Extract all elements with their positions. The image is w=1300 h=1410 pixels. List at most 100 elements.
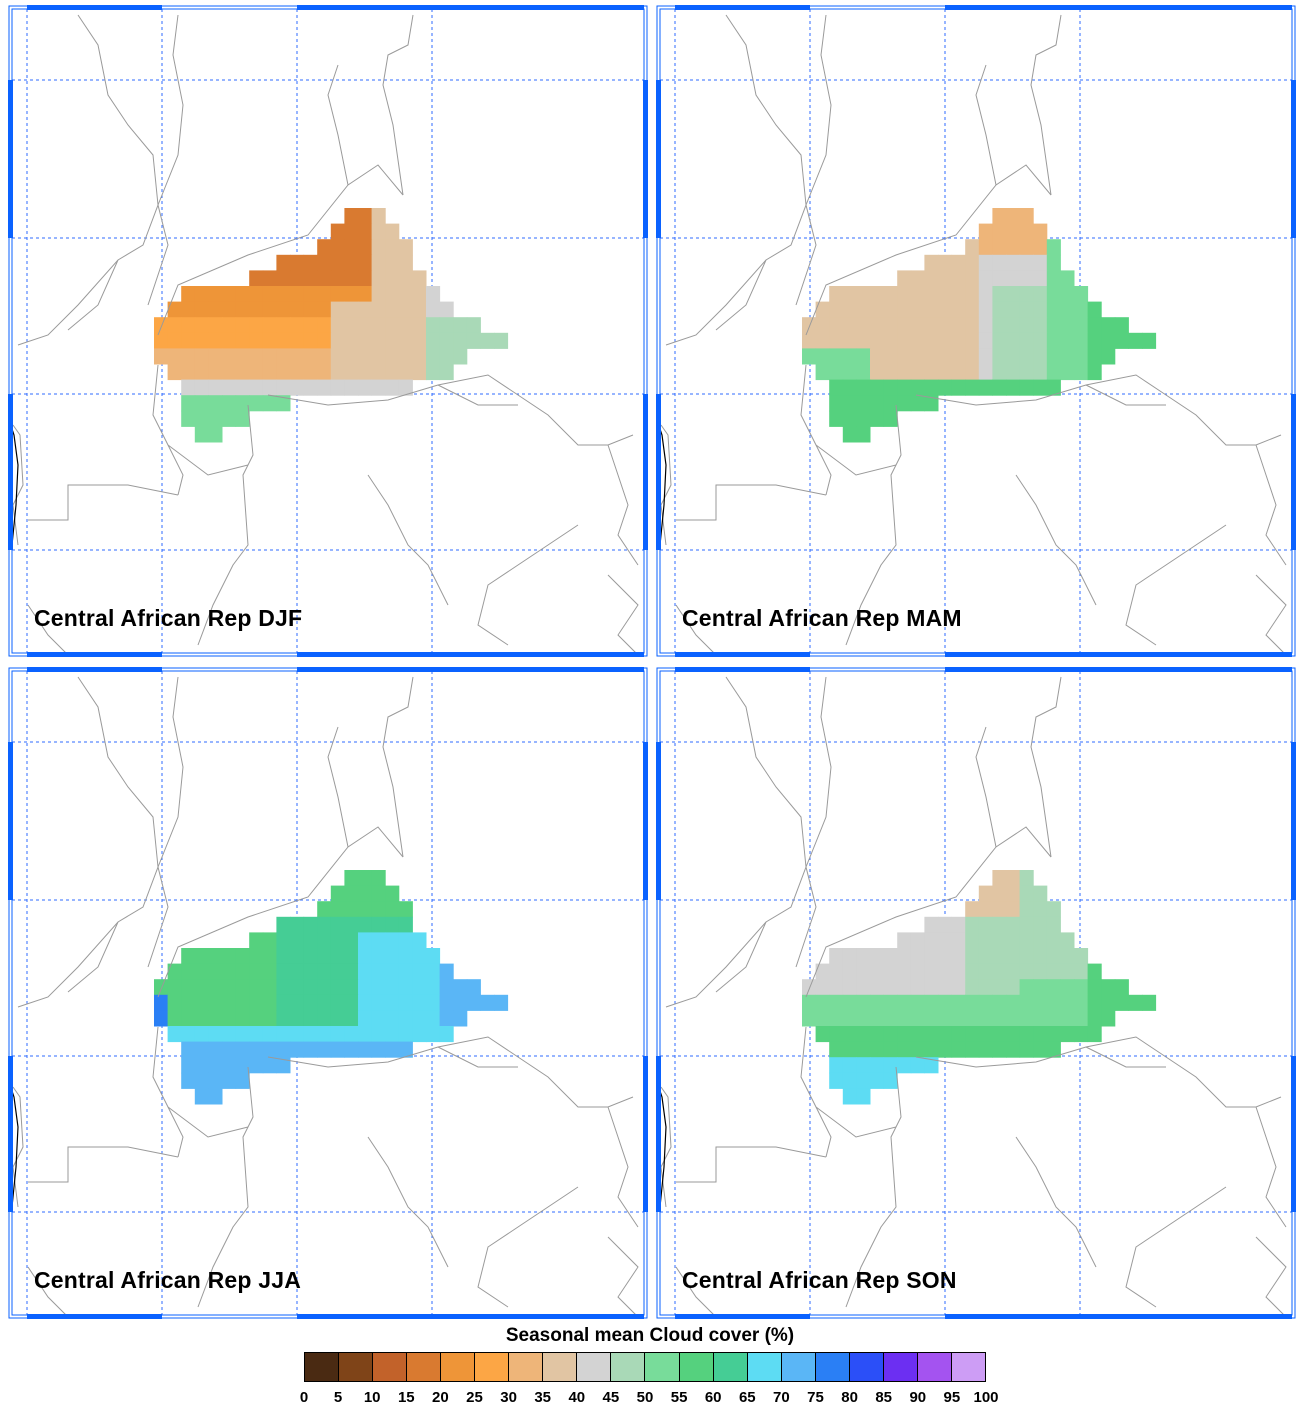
cloud-cell — [1006, 332, 1021, 349]
panel-djf: Central African Rep DJF — [8, 5, 648, 657]
cloud-cell — [412, 364, 427, 381]
country-border — [437, 1046, 518, 1068]
cloud-cell — [222, 410, 237, 427]
cloud-cell — [951, 1026, 966, 1043]
cloud-cell — [1006, 1041, 1021, 1058]
cloud-cell — [883, 948, 898, 965]
cloud-cell — [194, 379, 209, 396]
cloud-cell — [1101, 994, 1116, 1011]
cloud-cell — [194, 1088, 209, 1105]
cloud-cell — [167, 1026, 182, 1043]
cloud-cell — [276, 1010, 291, 1027]
cloud-cell — [897, 979, 912, 996]
cloud-cell — [344, 223, 359, 240]
cloud-cell — [208, 426, 223, 443]
cloud-cell — [330, 223, 345, 240]
cloud-cell — [1074, 317, 1089, 334]
cloud-cell — [897, 395, 912, 412]
cloud-cell — [344, 963, 359, 980]
cloud-cell — [829, 1010, 844, 1027]
cloud-cell — [194, 426, 209, 443]
cloud-cell — [842, 994, 857, 1011]
cloud-cell — [371, 379, 386, 396]
cloud-cell — [262, 932, 277, 949]
cloud-cell — [992, 239, 1007, 256]
cloud-cell — [235, 963, 250, 980]
country-border — [197, 404, 254, 646]
cloud-cell — [978, 948, 993, 965]
cloud-cell — [978, 979, 993, 996]
cloud-cell — [317, 379, 332, 396]
cloud-cell — [978, 348, 993, 365]
cloud-cell — [1128, 994, 1143, 1011]
cloud-cell — [398, 332, 413, 349]
cloud-cell — [1114, 317, 1129, 334]
cloud-cell — [1019, 208, 1034, 225]
cloud-cell — [317, 901, 332, 918]
cloud-cell — [815, 332, 830, 349]
cloud-cell — [385, 223, 400, 240]
cloud-cell — [1006, 916, 1021, 933]
colorbar-swatch — [373, 1353, 408, 1381]
cloud-cell — [1101, 317, 1116, 334]
cloud-cell — [412, 286, 427, 303]
cloud-cell — [897, 948, 912, 965]
cloud-cell — [222, 963, 237, 980]
cloud-cell — [235, 948, 250, 965]
cloud-cell — [385, 364, 400, 381]
cloud-cell — [924, 1041, 939, 1058]
cloud-cell — [1074, 1010, 1089, 1027]
colorbar-tick-label: 15 — [397, 1389, 415, 1406]
cloud-cell — [208, 410, 223, 427]
cloud-cell — [856, 1041, 871, 1058]
cloud-cell — [910, 963, 925, 980]
cloud-cell — [924, 916, 939, 933]
cloud-cell — [992, 916, 1007, 933]
cloud-cell — [194, 286, 209, 303]
cloud-cell — [194, 364, 209, 381]
cloud-cell — [1019, 286, 1034, 303]
cloud-cell — [965, 270, 980, 287]
cloud-cell — [385, 885, 400, 902]
colorbar-tick-label: 100 — [973, 1389, 999, 1406]
panel-son: Central African Rep SON — [656, 667, 1296, 1319]
cloud-cell — [1074, 963, 1089, 980]
cloud-cell — [1046, 1026, 1061, 1043]
cloud-cell — [249, 379, 264, 396]
cloud-cell — [371, 317, 386, 334]
cloud-cell — [842, 979, 857, 996]
cloud-cell — [883, 332, 898, 349]
cloud-cell — [924, 364, 939, 381]
cloud-cell — [910, 994, 925, 1011]
cloud-cell — [249, 270, 264, 287]
cloud-cell — [398, 1026, 413, 1043]
country-border — [1030, 14, 1062, 196]
cloud-cell — [883, 379, 898, 396]
cloud-cell — [992, 979, 1007, 996]
cloud-cell — [181, 1041, 196, 1058]
cloud-cell — [1046, 254, 1061, 271]
cloud-cell — [938, 1026, 953, 1043]
cloud-cell — [167, 979, 182, 996]
cloud-cell — [249, 364, 264, 381]
cloud-cell — [1006, 317, 1021, 334]
cloud-cell — [290, 254, 305, 271]
cloud-cell — [1060, 364, 1075, 381]
cloud-cell — [167, 1010, 182, 1027]
cloud-cell — [222, 301, 237, 318]
cloud-cell — [208, 1057, 223, 1074]
cloud-cell — [344, 364, 359, 381]
cloud-cell — [938, 364, 953, 381]
cloud-cell — [330, 901, 345, 918]
cloud-cell — [978, 885, 993, 902]
cloud-cell — [897, 1041, 912, 1058]
colorbar-swatch — [679, 1353, 714, 1381]
cloud-cell — [1033, 332, 1048, 349]
cloud-cell — [426, 963, 441, 980]
cloud-cell — [992, 379, 1007, 396]
colorbar-tick-label: 90 — [909, 1389, 927, 1406]
cloud-cell — [910, 286, 925, 303]
cloud-cell — [222, 994, 237, 1011]
cloud-cell — [344, 254, 359, 271]
cloud-cell — [371, 901, 386, 918]
